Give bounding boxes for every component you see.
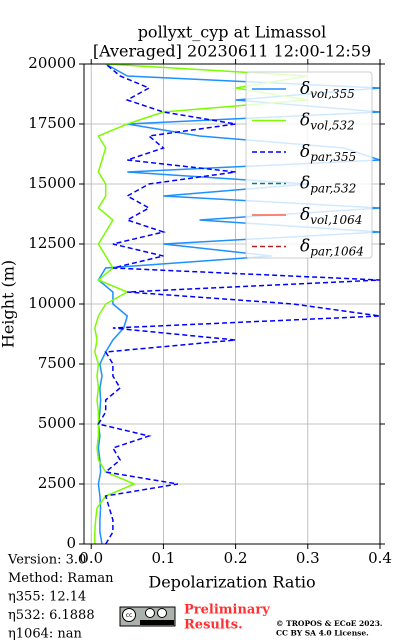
chart-subtitle: [Averaged] 20230611 12:00-12:59	[93, 42, 371, 61]
x-tick-label: 0.3	[296, 549, 320, 567]
x-tick-label: 0.2	[224, 549, 248, 567]
y-tick-label: 0	[66, 534, 76, 552]
info-text: Method: Raman	[8, 571, 114, 586]
info-text: Version: 3.0	[7, 553, 86, 568]
legend-label: δvol,1064	[300, 205, 362, 227]
copyright-text: © TROPOS & ECoE 2023.	[276, 619, 383, 628]
profile-line	[97, 64, 380, 544]
copyright-text: CC BY SA 4.0 License.	[276, 629, 369, 638]
legend-label: δvol,355	[300, 79, 355, 101]
legend-label: δpar,355	[300, 142, 356, 164]
info-text: η532: 6.1888	[8, 608, 95, 623]
x-tick-label: 0.0	[79, 549, 103, 567]
legend-label: δpar,532	[300, 173, 356, 195]
y-tick-label: 7500	[38, 354, 76, 372]
y-tick-label: 17500	[28, 114, 76, 132]
svg-text:cc: cc	[126, 612, 133, 619]
info-text: η1064: nan	[8, 627, 83, 640]
x-axis-label: Depolarization Ratio	[148, 573, 315, 592]
notice-text: Preliminary	[184, 603, 270, 618]
x-tick-label: 0.4	[368, 549, 392, 567]
y-tick-label: 20000	[28, 54, 76, 72]
legend-box	[245, 71, 373, 259]
y-tick-label: 5000	[38, 414, 76, 432]
y-axis-label: Height (m)	[0, 260, 18, 348]
legend-label: δpar,1064	[300, 236, 364, 258]
cc-icon: cc	[119, 606, 176, 627]
info-text: η355: 12.14	[8, 590, 86, 605]
x-tick-label: 0.1	[151, 549, 175, 567]
notice-text: Results.	[184, 618, 243, 633]
y-tick-label: 15000	[28, 174, 76, 192]
profile-line	[94, 64, 308, 544]
plot-frame	[83, 63, 381, 545]
chart-title: pollyxt_cyp at Limassol	[138, 23, 327, 42]
y-tick-label: 2500	[38, 474, 76, 492]
y-tick-label: 12500	[28, 234, 76, 252]
y-tick-label: 10000	[28, 294, 76, 312]
legend-label: δvol,532	[300, 110, 355, 132]
